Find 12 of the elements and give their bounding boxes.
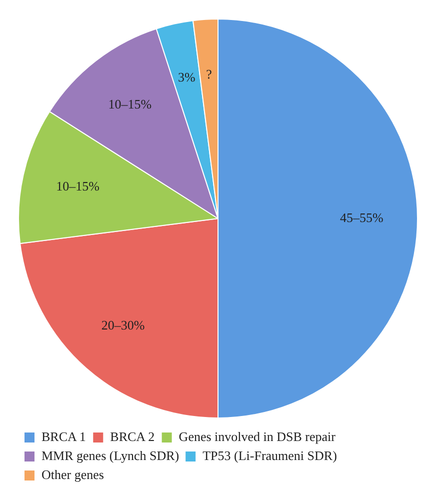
legend-label: Genes involved in DSB repair (178, 428, 336, 444)
text: 20–30% (101, 318, 145, 333)
legend-label: TP53 (Li-Fraumeni SDR) (202, 448, 337, 463)
text: 10–15% (56, 178, 100, 194)
legend-label: Other genes (42, 466, 104, 482)
text: 10–15% (108, 96, 152, 112)
legend-label: BRCA 1 (42, 428, 86, 444)
text: ? (206, 66, 212, 82)
legend-label: MMR genes (Lynch SDR) (42, 448, 180, 463)
text: 3% (178, 70, 196, 85)
legend-label: BRCA 2 (110, 428, 155, 444)
text: 45–55% (340, 210, 384, 225)
